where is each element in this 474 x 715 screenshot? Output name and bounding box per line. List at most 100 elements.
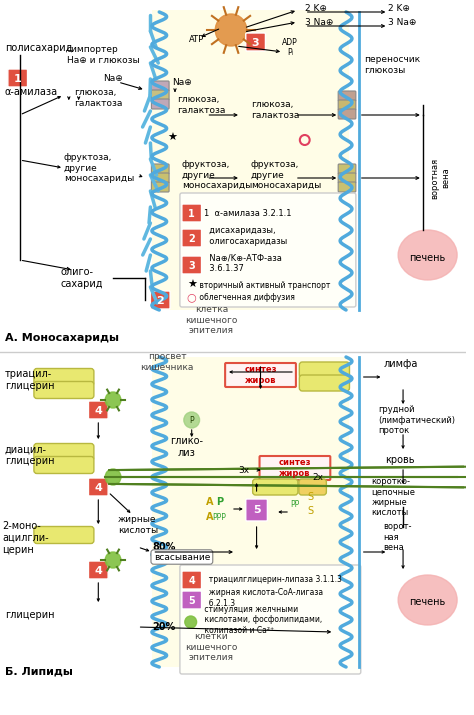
Text: 4: 4	[94, 406, 102, 416]
FancyBboxPatch shape	[182, 256, 201, 274]
Text: 2-моно-
ацилгли-
церин: 2-моно- ацилгли- церин	[2, 521, 49, 555]
FancyBboxPatch shape	[180, 193, 356, 307]
FancyBboxPatch shape	[182, 591, 201, 609]
FancyBboxPatch shape	[151, 81, 169, 91]
Text: PPP: PPP	[212, 513, 226, 522]
FancyBboxPatch shape	[182, 571, 201, 589]
Circle shape	[184, 412, 200, 428]
Text: 4: 4	[94, 483, 102, 493]
Text: облегченная диффузия: облегченная диффузия	[197, 292, 294, 302]
FancyBboxPatch shape	[151, 90, 169, 100]
Text: воротная
вена: воротная вена	[431, 157, 450, 199]
FancyBboxPatch shape	[182, 229, 201, 247]
Text: 2x: 2x	[313, 473, 324, 481]
Text: глюкоза,
галактоза: глюкоза, галактоза	[177, 95, 225, 114]
FancyBboxPatch shape	[152, 10, 349, 310]
Text: PP: PP	[290, 500, 299, 509]
Circle shape	[105, 552, 121, 568]
Text: Na⊕: Na⊕	[103, 74, 123, 82]
Text: 4: 4	[188, 576, 195, 586]
Ellipse shape	[398, 575, 457, 625]
Text: фруктоза,
другие
моносахариды: фруктоза, другие моносахариды	[64, 153, 134, 183]
Circle shape	[105, 392, 121, 408]
Text: глицерин: глицерин	[5, 610, 55, 620]
FancyBboxPatch shape	[300, 375, 349, 391]
FancyBboxPatch shape	[150, 291, 170, 309]
FancyBboxPatch shape	[260, 456, 330, 480]
Circle shape	[185, 616, 197, 628]
FancyBboxPatch shape	[246, 33, 265, 51]
Text: всасывание: всасывание	[154, 553, 210, 561]
Text: 80%: 80%	[152, 542, 176, 552]
Text: 3x: 3x	[238, 465, 249, 475]
Circle shape	[105, 469, 121, 485]
Text: переносчик
глюкозы: переносчик глюкозы	[364, 55, 420, 74]
Ellipse shape	[398, 230, 457, 280]
Text: фруктоза,
другие
моносахариды: фруктоза, другие моносахариды	[251, 160, 321, 190]
Text: диацил-
глицерин: диацил- глицерин	[5, 444, 55, 465]
Text: грудной
(лимфатический)
проток: грудной (лимфатический) проток	[378, 405, 456, 435]
Text: жирная кислота-CoA-лигаза
  6.2.1.3: жирная кислота-CoA-лигаза 6.2.1.3	[204, 588, 324, 608]
Text: 20%: 20%	[152, 622, 176, 632]
FancyBboxPatch shape	[89, 478, 108, 496]
Text: S: S	[308, 492, 314, 502]
FancyBboxPatch shape	[34, 382, 94, 398]
FancyBboxPatch shape	[253, 479, 298, 495]
Text: фруктоза,
другие
моносахариды: фруктоза, другие моносахариды	[182, 160, 252, 190]
FancyBboxPatch shape	[0, 0, 466, 352]
Text: 2 K⊕: 2 K⊕	[388, 4, 410, 12]
Text: P: P	[190, 415, 194, 425]
Text: 2 K⊕: 2 K⊕	[305, 4, 327, 12]
Text: синтез
жиров: синтез жиров	[279, 458, 311, 478]
FancyBboxPatch shape	[89, 561, 108, 579]
FancyBboxPatch shape	[89, 401, 108, 419]
Text: ★: ★	[187, 280, 197, 290]
Text: ★: ★	[167, 133, 177, 143]
FancyBboxPatch shape	[338, 91, 356, 101]
FancyBboxPatch shape	[152, 357, 349, 667]
FancyBboxPatch shape	[8, 69, 27, 87]
Text: ADP
Pᵢ: ADP Pᵢ	[282, 38, 298, 57]
Text: Na⊕: Na⊕	[172, 77, 192, 87]
Text: лимфа: лимфа	[383, 359, 418, 369]
Text: S: S	[308, 506, 314, 516]
FancyBboxPatch shape	[338, 182, 356, 192]
Text: ○: ○	[187, 292, 197, 302]
Text: A: A	[207, 512, 214, 522]
Text: дисахаридазы,
  олигосахаридазы: дисахаридазы, олигосахаридазы	[204, 227, 288, 246]
Text: P: P	[216, 497, 223, 507]
Text: 5: 5	[253, 505, 260, 515]
Text: печень: печень	[410, 597, 446, 607]
FancyBboxPatch shape	[225, 363, 296, 387]
Text: 2: 2	[188, 234, 195, 244]
Text: 5: 5	[188, 596, 195, 606]
Text: 3: 3	[252, 38, 259, 48]
Text: ATP: ATP	[189, 35, 204, 44]
Text: клетка
кишечного
эпителия: клетка кишечного эпителия	[185, 305, 237, 335]
Text: стимуляция желчными
 кислотами, фосфолипидами,
 колипазой и Ca²⁺: стимуляция желчными кислотами, фосфолипи…	[201, 605, 322, 635]
Text: кровь: кровь	[385, 455, 415, 465]
FancyBboxPatch shape	[246, 499, 267, 521]
Text: триацил-
глицерин: триацил- глицерин	[5, 369, 55, 391]
Text: симпортер
На⊕ и глюкозы: симпортер На⊕ и глюкозы	[67, 45, 139, 64]
Text: клетки
кишечного
эпителия: клетки кишечного эпителия	[185, 632, 237, 662]
Text: коротко-
цепочные
жирные
кислоты: коротко- цепочные жирные кислоты	[372, 477, 416, 517]
Text: глюкоза,
галактоза: глюкоза, галактоза	[74, 88, 122, 108]
FancyBboxPatch shape	[151, 164, 169, 174]
Text: просвет
кишечника: просвет кишечника	[140, 352, 194, 372]
FancyBboxPatch shape	[34, 443, 94, 460]
FancyBboxPatch shape	[151, 99, 169, 109]
Text: 1  α-амилаза 3.2.1.1: 1 α-амилаза 3.2.1.1	[204, 209, 292, 217]
Text: Б. Липиды: Б. Липиды	[5, 667, 73, 677]
Text: синтез
жиров: синтез жиров	[244, 365, 277, 385]
Text: 1: 1	[14, 74, 22, 84]
Text: 3 Na⊕: 3 Na⊕	[388, 17, 417, 26]
FancyBboxPatch shape	[151, 173, 169, 183]
FancyBboxPatch shape	[338, 173, 356, 183]
FancyBboxPatch shape	[34, 456, 94, 473]
Text: A: A	[207, 497, 214, 507]
FancyBboxPatch shape	[34, 368, 94, 385]
Text: 4: 4	[94, 566, 102, 576]
Text: печень: печень	[410, 253, 446, 263]
Text: глюкоза,
галактоза: глюкоза, галактоза	[251, 100, 299, 119]
